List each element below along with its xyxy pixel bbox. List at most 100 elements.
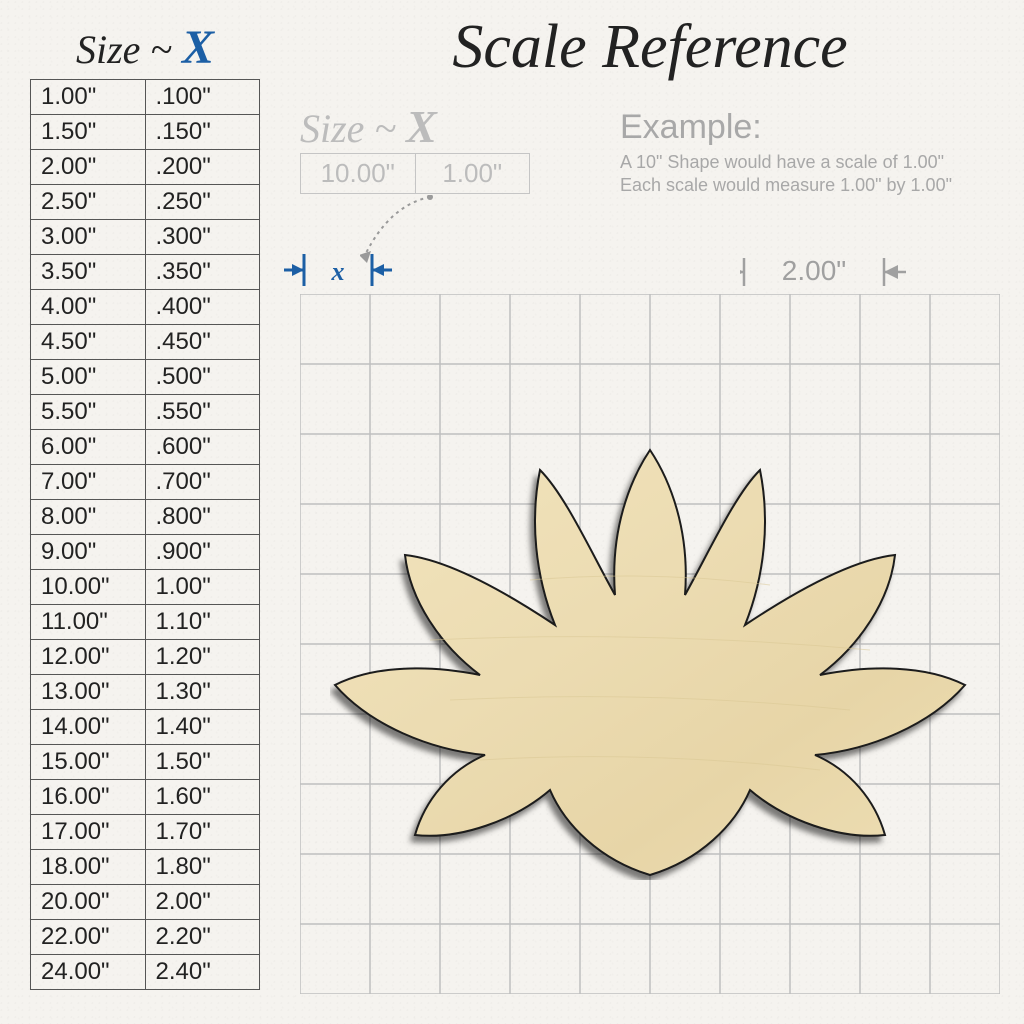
- table-cell: 1.20": [145, 640, 260, 675]
- table-cell: 17.00": [31, 815, 146, 850]
- mini-size-label: Size: [300, 106, 364, 151]
- mini-cell-x: 1.00": [415, 154, 530, 194]
- table-cell: 20.00": [31, 885, 146, 920]
- mini-cell-size: 10.00": [301, 154, 416, 194]
- table-cell: .550": [145, 395, 260, 430]
- table-cell: 12.00": [31, 640, 146, 675]
- size-table-header: Size ~ X: [30, 20, 260, 79]
- table-cell: 1.00": [145, 570, 260, 605]
- table-cell: 1.50": [31, 115, 146, 150]
- table-cell: .800": [145, 500, 260, 535]
- x-dim-label: x: [331, 257, 345, 286]
- table-row: 12.00"1.20": [31, 640, 260, 675]
- table-cell: 14.00": [31, 710, 146, 745]
- lotus-path: [335, 450, 965, 875]
- page-title: Scale Reference: [300, 12, 1000, 83]
- table-cell: 1.70": [145, 815, 260, 850]
- table-row: 4.00".400": [31, 290, 260, 325]
- table-row: 20.00"2.00": [31, 885, 260, 920]
- table-cell: 5.00": [31, 360, 146, 395]
- table-row: 5.50".550": [31, 395, 260, 430]
- mini-size-table: 10.00" 1.00": [300, 153, 530, 194]
- table-row: 22.00"2.20": [31, 920, 260, 955]
- table-cell: 15.00": [31, 745, 146, 780]
- table-cell: .300": [145, 220, 260, 255]
- table-cell: .200": [145, 150, 260, 185]
- size-table-body: 1.00".100"1.50".150"2.00".200"2.50".250"…: [30, 79, 260, 990]
- table-row: 15.00"1.50": [31, 745, 260, 780]
- table-cell: .150": [145, 115, 260, 150]
- scale-dimension-marker: 2.00": [740, 252, 940, 288]
- table-cell: 13.00": [31, 675, 146, 710]
- table-cell: 6.00": [31, 430, 146, 465]
- table-cell: 2.20": [145, 920, 260, 955]
- example-block: Example: A 10" Shape would have a scale …: [620, 108, 1010, 198]
- table-cell: 1.30": [145, 675, 260, 710]
- table-cell: .100": [145, 80, 260, 115]
- table-row: 8.00".800": [31, 500, 260, 535]
- x-label: X: [182, 21, 214, 74]
- table-cell: 1.80": [145, 850, 260, 885]
- table-row: 3.00".300": [31, 220, 260, 255]
- table-row: 7.00".700": [31, 465, 260, 500]
- table-cell: 3.00": [31, 220, 146, 255]
- table-cell: 3.50": [31, 255, 146, 290]
- table-cell: 10.00": [31, 570, 146, 605]
- table-cell: 2.00": [31, 150, 146, 185]
- table-row: 4.50".450": [31, 325, 260, 360]
- table-cell: .450": [145, 325, 260, 360]
- wood-shape: [330, 440, 970, 880]
- mini-size-header: Size ~ X: [300, 100, 530, 153]
- size-table: Size ~ X 1.00".100"1.50".150"2.00".200"2…: [30, 20, 260, 990]
- table-row: 24.00"2.40": [31, 955, 260, 990]
- mini-x-label: X: [406, 101, 437, 152]
- example-line1: A 10" Shape would have a scale of 1.00": [620, 151, 1010, 174]
- table-row: 2.00".200": [31, 150, 260, 185]
- table-cell: 1.50": [145, 745, 260, 780]
- table-row: 1.50".150": [31, 115, 260, 150]
- table-cell: 2.00": [145, 885, 260, 920]
- table-cell: 7.00": [31, 465, 146, 500]
- table-cell: 4.00": [31, 290, 146, 325]
- scale-dim-label: 2.00": [782, 255, 846, 286]
- example-heading: Example:: [620, 108, 1010, 147]
- table-cell: 1.60": [145, 780, 260, 815]
- table-cell: .500": [145, 360, 260, 395]
- table-cell: 24.00": [31, 955, 146, 990]
- x-dimension-marker: x: [300, 250, 420, 290]
- table-cell: .350": [145, 255, 260, 290]
- table-cell: 1.10": [145, 605, 260, 640]
- table-row: 13.00"1.30": [31, 675, 260, 710]
- table-row: 11.00"1.10": [31, 605, 260, 640]
- example-line2: Each scale would measure 1.00" by 1.00": [620, 174, 1010, 197]
- table-row: 1.00".100": [31, 80, 260, 115]
- table-cell: 2.50": [31, 185, 146, 220]
- table-cell: 5.50": [31, 395, 146, 430]
- table-cell: .700": [145, 465, 260, 500]
- table-row: 9.00".900": [31, 535, 260, 570]
- table-row: 17.00"1.70": [31, 815, 260, 850]
- table-cell: 8.00": [31, 500, 146, 535]
- table-cell: 18.00": [31, 850, 146, 885]
- table-row: 3.50".350": [31, 255, 260, 290]
- table-row: 16.00"1.60": [31, 780, 260, 815]
- table-row: 18.00"1.80": [31, 850, 260, 885]
- table-cell: 9.00": [31, 535, 146, 570]
- table-cell: 11.00": [31, 605, 146, 640]
- table-row: 10.00"1.00": [31, 570, 260, 605]
- table-cell: 1.40": [145, 710, 260, 745]
- size-label: Size: [76, 27, 140, 72]
- table-cell: 4.50": [31, 325, 146, 360]
- table-cell: 2.40": [145, 955, 260, 990]
- table-row: 5.00".500": [31, 360, 260, 395]
- table-row: 14.00"1.40": [31, 710, 260, 745]
- mini-size-box: Size ~ X 10.00" 1.00": [300, 100, 530, 194]
- table-cell: .400": [145, 290, 260, 325]
- table-row: 2.50".250": [31, 185, 260, 220]
- table-cell: 22.00": [31, 920, 146, 955]
- table-cell: .600": [145, 430, 260, 465]
- table-cell: 1.00": [31, 80, 146, 115]
- table-cell: .900": [145, 535, 260, 570]
- table-row: 6.00".600": [31, 430, 260, 465]
- table-cell: 16.00": [31, 780, 146, 815]
